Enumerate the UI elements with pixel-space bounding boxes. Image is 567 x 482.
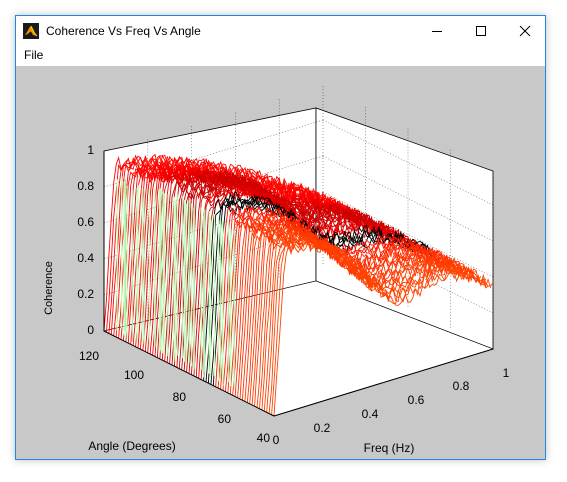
- waterfall-surface: [103, 153, 494, 417]
- y-tick-label: 60: [218, 412, 232, 426]
- close-icon: [519, 25, 531, 37]
- z-tick-label: 0.8: [77, 179, 94, 193]
- window-title: Coherence Vs Freq Vs Angle: [46, 24, 201, 38]
- y-tick-label: 100: [124, 368, 144, 382]
- title-bar[interactable]: Coherence Vs Freq Vs Angle: [16, 16, 545, 46]
- z-tick-label: 0.4: [77, 251, 94, 265]
- surface-trace: [234, 217, 455, 397]
- x-tick-label: 1: [503, 366, 510, 380]
- coherence-3d-plot: 0 0.2 0.4 0.6 0.8 1 Coherence 40 60 80 1…: [43, 84, 510, 455]
- z-axis-label: Coherence: [43, 261, 55, 315]
- maximize-button[interactable]: [459, 16, 503, 46]
- x-tick-label: 0.4: [362, 407, 379, 421]
- menu-bar: File: [16, 46, 545, 66]
- z-tick-label: 0: [87, 323, 94, 337]
- minimize-button[interactable]: [415, 16, 459, 46]
- y-tick-label: 120: [79, 349, 99, 363]
- surface-trace: [212, 199, 433, 386]
- z-tick-label: 1: [87, 143, 94, 157]
- surface-trace: [249, 226, 469, 404]
- matlab-logo-icon: [23, 23, 39, 39]
- menu-file[interactable]: File: [24, 48, 44, 62]
- z-tick-label: 0.6: [77, 215, 94, 229]
- figure-window: Coherence Vs Freq Vs Angle File: [15, 15, 546, 460]
- x-tick-label: 0.2: [314, 421, 331, 435]
- minimize-icon: [432, 31, 442, 32]
- surface-trace: [273, 239, 494, 417]
- x-tick-label: 0.8: [453, 379, 470, 393]
- x-axis: 0 0.2 0.4 0.6 0.8 1 Freq (Hz): [273, 348, 510, 455]
- x-axis-label: Freq (Hz): [364, 441, 415, 455]
- y-tick-label: 40: [257, 431, 271, 445]
- x-tick-label: 0: [273, 433, 280, 447]
- close-button[interactable]: [503, 16, 547, 46]
- figure-canvas[interactable]: 0 0.2 0.4 0.6 0.8 1 Coherence 40 60 80 1…: [16, 66, 545, 459]
- surface-trace: [193, 185, 414, 376]
- z-axis: 0 0.2 0.4 0.6 0.8 1 Coherence: [43, 143, 105, 337]
- y-axis-label: Angle (Degrees): [88, 439, 175, 453]
- y-tick-label: 80: [173, 390, 187, 404]
- maximize-icon: [476, 26, 486, 36]
- y-axis: 40 60 80 100 120 Angle (Degrees): [79, 330, 275, 453]
- z-tick-label: 0.2: [77, 287, 94, 301]
- surface-trace: [200, 188, 421, 380]
- x-tick-label: 0.6: [408, 393, 425, 407]
